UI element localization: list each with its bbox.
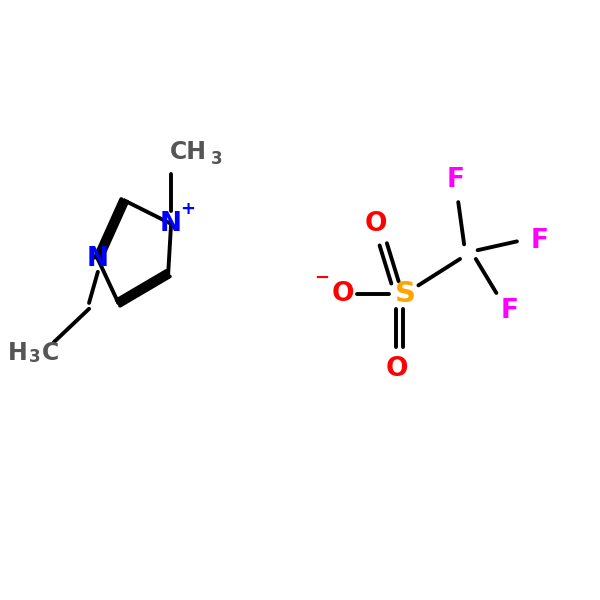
Text: F: F [446,167,464,193]
Text: H: H [8,341,28,365]
Text: C: C [43,341,59,365]
Text: 3: 3 [211,151,223,169]
Text: N: N [160,211,182,237]
Text: +: + [180,200,195,218]
Text: N: N [87,246,109,272]
Text: 3: 3 [29,349,41,367]
Text: O: O [365,211,388,237]
Text: O: O [385,356,408,382]
Text: CH: CH [170,140,207,164]
Text: F: F [530,229,548,254]
Text: O: O [332,281,354,307]
Text: −: − [314,269,329,287]
Text: S: S [395,280,416,308]
Text: F: F [501,298,519,323]
